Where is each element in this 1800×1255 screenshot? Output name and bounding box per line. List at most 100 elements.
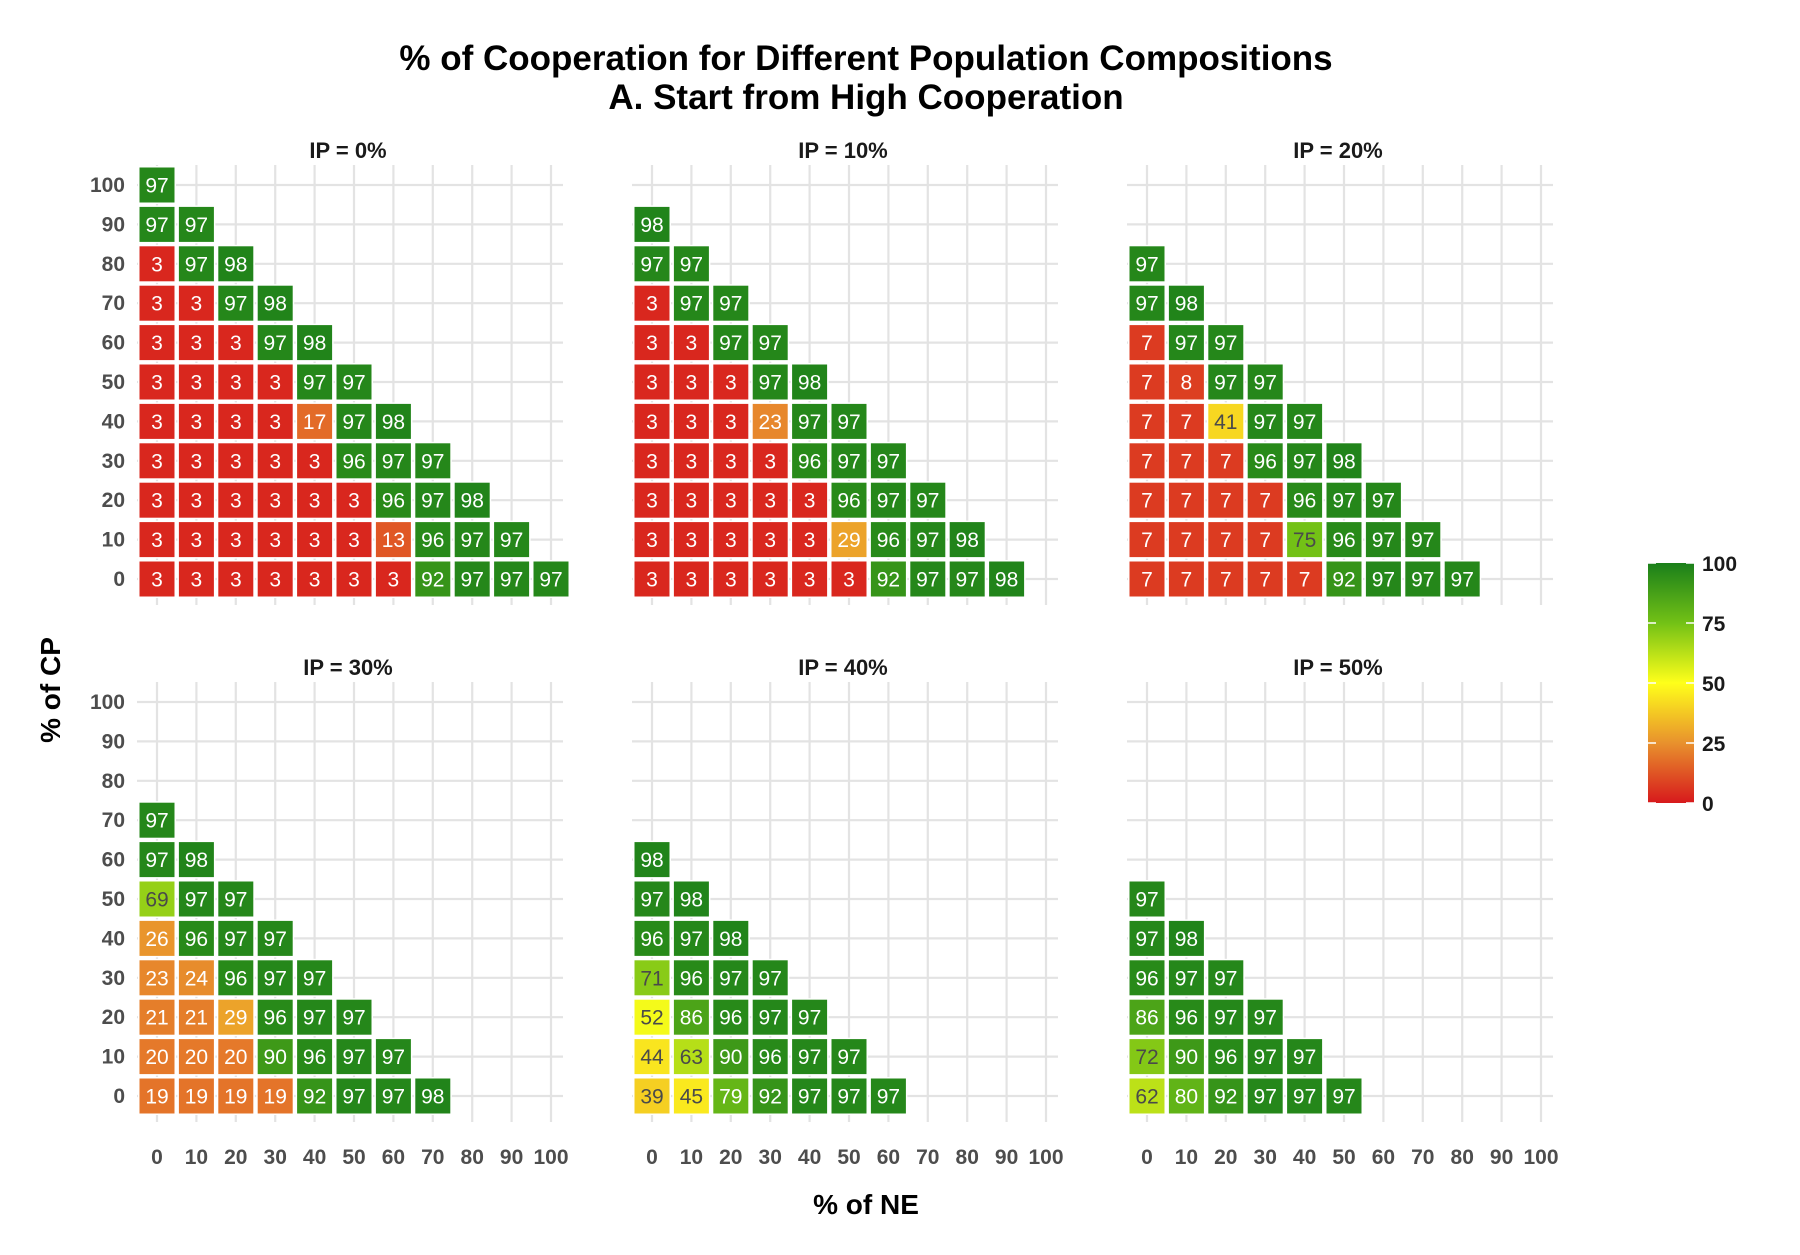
cell-value-label: 3 — [348, 490, 360, 513]
cell-value-label: 97 — [1135, 253, 1158, 276]
heatmap-cell — [1246, 402, 1285, 441]
panel-label: IP = 50% — [1293, 655, 1383, 680]
cell-value-label: 97 — [798, 1007, 821, 1030]
heatmap-cell — [1246, 560, 1285, 598]
cell-value-label: 97 — [1214, 372, 1237, 395]
cell-value-label: 97 — [1451, 569, 1474, 592]
heatmap-cell — [374, 441, 413, 480]
cell-value-label: 97 — [759, 967, 782, 990]
y-tick-label: 80 — [102, 253, 125, 276]
cell-value-label: 3 — [309, 569, 321, 592]
heatmap-cell — [633, 323, 671, 362]
legend-tick-label: 50 — [1702, 673, 1725, 696]
cell-value-label: 3 — [151, 293, 163, 316]
heatmap-cell — [790, 520, 829, 559]
cell-value-label: 98 — [719, 928, 742, 951]
heatmap-cell — [256, 958, 295, 997]
heatmap-cell — [672, 919, 711, 958]
cell-value-label: 3 — [151, 569, 163, 592]
cell-value-label: 3 — [686, 372, 698, 395]
heatmap-cell — [453, 520, 492, 559]
heatmap-cell — [790, 441, 829, 480]
cell-value-label: 3 — [151, 332, 163, 355]
heatmap-cell — [751, 958, 790, 997]
heatmap-cell — [751, 560, 790, 598]
x-tick-label: 70 — [1411, 1146, 1434, 1169]
y-tick-label: 30 — [102, 967, 125, 990]
cell-value-label: 29 — [837, 529, 860, 552]
heatmap-cell — [948, 560, 987, 598]
cell-value-label: 3 — [348, 529, 360, 552]
cell-value-label: 17 — [303, 411, 326, 434]
heatmap-cell — [1364, 520, 1403, 559]
cell-value-label: 98 — [680, 889, 703, 912]
heatmap-cell — [335, 402, 373, 441]
cell-value-label: 24 — [185, 967, 209, 990]
heatmap-cell — [711, 441, 750, 480]
panel-label: IP = 30% — [303, 655, 393, 680]
cell-value-label: 97 — [1214, 1007, 1237, 1030]
heatmap-cell — [633, 205, 671, 244]
cell-value-label: 3 — [230, 450, 242, 473]
heatmap-cell — [751, 363, 790, 401]
heatmap-cell — [711, 1037, 750, 1076]
heatmap-cell — [711, 363, 750, 401]
cell-value-label: 98 — [185, 849, 208, 872]
cell-value-label: 97 — [877, 490, 900, 513]
cell-value-label: 97 — [421, 450, 444, 473]
cell-value-label: 97 — [1175, 332, 1198, 355]
heatmap-cell — [672, 880, 711, 918]
heatmap-cell — [1206, 958, 1245, 997]
heatmap-cell — [216, 520, 255, 559]
cell-value-label: 7 — [1220, 569, 1232, 592]
cell-value-label: 19 — [264, 1086, 287, 1109]
cell-value-label: 97 — [500, 529, 523, 552]
y-tick-label: 20 — [102, 1006, 125, 1029]
heatmap-cell — [1128, 363, 1166, 401]
x-axis-title: % of NE — [813, 1189, 919, 1220]
cell-value-label: 97 — [1135, 889, 1158, 912]
cell-value-label: 80 — [1175, 1086, 1198, 1109]
y-tick-label: 30 — [102, 450, 125, 473]
heatmap-cell — [751, 441, 790, 480]
heatmap-cell — [672, 441, 711, 480]
heatmap-cell — [633, 441, 671, 480]
y-tick-label: 10 — [102, 1046, 125, 1069]
heatmap-cell — [672, 1077, 711, 1115]
heatmap-cell — [177, 1037, 216, 1076]
heatmap-cell — [256, 1037, 295, 1076]
panel-3: IP = 30% 0 10 20 30 40 50 60 70 80 90 100 0 10 20 30 40 5… — [90, 655, 569, 1169]
cell-value-label: 3 — [725, 490, 737, 513]
heatmap-cell — [295, 1037, 334, 1076]
cell-value-label: 26 — [145, 928, 168, 951]
cell-value-label: 96 — [264, 1007, 287, 1030]
heatmap-cell — [1206, 402, 1245, 441]
cell-value-label: 3 — [686, 529, 698, 552]
heatmap-cell — [633, 402, 671, 441]
cell-value-label: 97 — [798, 1046, 821, 1069]
heatmap-cell — [1403, 560, 1442, 598]
cell-value-label: 97 — [798, 1086, 821, 1109]
heatmap-cell — [216, 1037, 255, 1076]
heatmap-cell — [672, 481, 711, 520]
heatmap-cell — [177, 520, 216, 559]
heatmap-cell — [1285, 1037, 1324, 1076]
heatmap-cell — [633, 520, 671, 559]
heatmap-cell — [138, 363, 176, 401]
cell-value-label: 98 — [1175, 293, 1198, 316]
cell-value-label: 3 — [348, 569, 360, 592]
x-tick-label: 50 — [342, 1146, 365, 1169]
x-tick-label: 10 — [185, 1146, 208, 1169]
cell-value-label: 7 — [1141, 411, 1153, 434]
cell-value-label: 86 — [1135, 1007, 1158, 1030]
heatmap-cell — [1128, 1077, 1166, 1115]
cell-value-label: 7 — [1259, 529, 1271, 552]
chart-subtitle: A. Start from High Cooperation — [608, 78, 1123, 117]
heatmap-cell — [711, 1077, 750, 1115]
heatmap-cell — [216, 998, 255, 1037]
heatmap-cell — [1285, 560, 1324, 598]
heatmap-cell — [138, 880, 176, 918]
heatmap-cell — [790, 560, 829, 598]
heatmap-cell — [1167, 363, 1206, 401]
heatmap-cell — [177, 998, 216, 1037]
